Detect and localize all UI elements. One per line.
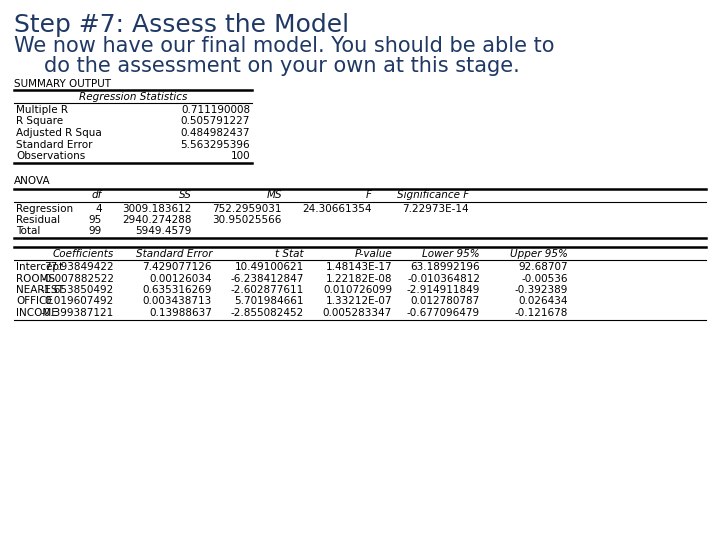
Text: -1.653850492: -1.653850492 — [41, 285, 114, 295]
Text: 0.010726099: 0.010726099 — [323, 285, 392, 295]
Text: 100: 100 — [230, 151, 250, 161]
Text: Observations: Observations — [16, 151, 85, 161]
Text: 0.484982437: 0.484982437 — [181, 128, 250, 138]
Text: 0.019607492: 0.019607492 — [45, 296, 114, 307]
Text: NEAREST: NEAREST — [16, 285, 64, 295]
Text: 1.48143E-17: 1.48143E-17 — [325, 262, 392, 272]
Text: -0.392389: -0.392389 — [515, 285, 568, 295]
Text: 30.95025566: 30.95025566 — [212, 215, 282, 225]
Text: SS: SS — [179, 191, 192, 200]
Text: 92.68707: 92.68707 — [518, 262, 568, 272]
Text: 0.13988637: 0.13988637 — [149, 308, 212, 318]
Text: -0.007882522: -0.007882522 — [41, 273, 114, 284]
Text: SUMMARY OUTPUT: SUMMARY OUTPUT — [14, 79, 111, 89]
Text: Coefficients: Coefficients — [53, 249, 114, 259]
Text: 1.33212E-07: 1.33212E-07 — [325, 296, 392, 307]
Text: Multiple R: Multiple R — [16, 105, 68, 115]
Text: Residual: Residual — [16, 215, 60, 225]
Text: 3009.183612: 3009.183612 — [122, 204, 192, 213]
Text: 0.026434: 0.026434 — [518, 296, 568, 307]
Text: 0.635316269: 0.635316269 — [143, 285, 212, 295]
Text: -0.00536: -0.00536 — [521, 273, 568, 284]
Text: Upper 95%: Upper 95% — [510, 249, 568, 259]
Text: 10.49100621: 10.49100621 — [235, 262, 304, 272]
Text: Intercept: Intercept — [16, 262, 63, 272]
Text: 1.22182E-08: 1.22182E-08 — [325, 273, 392, 284]
Text: Significance F: Significance F — [397, 191, 469, 200]
Text: t Stat: t Stat — [275, 249, 304, 259]
Text: 99: 99 — [89, 226, 102, 237]
Text: 5.563295396: 5.563295396 — [181, 139, 250, 150]
Text: 0.00126034: 0.00126034 — [150, 273, 212, 284]
Text: 0.012780787: 0.012780787 — [410, 296, 480, 307]
Text: -0.399387121: -0.399387121 — [41, 308, 114, 318]
Text: 5949.4579: 5949.4579 — [135, 226, 192, 237]
Text: 4: 4 — [95, 204, 102, 213]
Text: -0.010364812: -0.010364812 — [407, 273, 480, 284]
Text: do the assessment on your own at this stage.: do the assessment on your own at this st… — [44, 56, 520, 76]
Text: Regression Statistics: Regression Statistics — [78, 92, 187, 102]
Text: 95: 95 — [89, 215, 102, 225]
Text: 63.18992196: 63.18992196 — [410, 262, 480, 272]
Text: 752.2959031: 752.2959031 — [212, 204, 282, 213]
Text: -6.238412847: -6.238412847 — [230, 273, 304, 284]
Text: 7.22973E-14: 7.22973E-14 — [402, 204, 469, 213]
Text: F: F — [366, 191, 372, 200]
Text: INCOME: INCOME — [16, 308, 58, 318]
Text: 0.003438713: 0.003438713 — [143, 296, 212, 307]
Text: 5.701984661: 5.701984661 — [235, 296, 304, 307]
Text: 77.93849422: 77.93849422 — [45, 262, 114, 272]
Text: 0.505791227: 0.505791227 — [181, 117, 250, 126]
Text: 7.429077126: 7.429077126 — [143, 262, 212, 272]
Text: Step #7: Assess the Model: Step #7: Assess the Model — [14, 13, 349, 37]
Text: 24.30661354: 24.30661354 — [302, 204, 372, 213]
Text: -0.121678: -0.121678 — [515, 308, 568, 318]
Text: 0.005283347: 0.005283347 — [323, 308, 392, 318]
Text: Standard Error: Standard Error — [135, 249, 212, 259]
Text: Total: Total — [16, 226, 40, 237]
Text: Regression: Regression — [16, 204, 73, 213]
Text: -2.602877611: -2.602877611 — [230, 285, 304, 295]
Text: OFFICE: OFFICE — [16, 296, 53, 307]
Text: We now have our final model. You should be able to: We now have our final model. You should … — [14, 36, 554, 56]
Text: 0.711190008: 0.711190008 — [181, 105, 250, 115]
Text: ANOVA: ANOVA — [14, 176, 50, 186]
Text: -0.677096479: -0.677096479 — [407, 308, 480, 318]
Text: df: df — [91, 191, 102, 200]
Text: Standard Error: Standard Error — [16, 139, 92, 150]
Text: Adjusted R Squa: Adjusted R Squa — [16, 128, 102, 138]
Text: -2.855082452: -2.855082452 — [230, 308, 304, 318]
Text: P-value: P-value — [354, 249, 392, 259]
Text: MS: MS — [266, 191, 282, 200]
Text: R Square: R Square — [16, 117, 63, 126]
Text: Lower 95%: Lower 95% — [423, 249, 480, 259]
Text: 2940.274288: 2940.274288 — [122, 215, 192, 225]
Text: ROOMS: ROOMS — [16, 273, 55, 284]
Text: -2.914911849: -2.914911849 — [407, 285, 480, 295]
